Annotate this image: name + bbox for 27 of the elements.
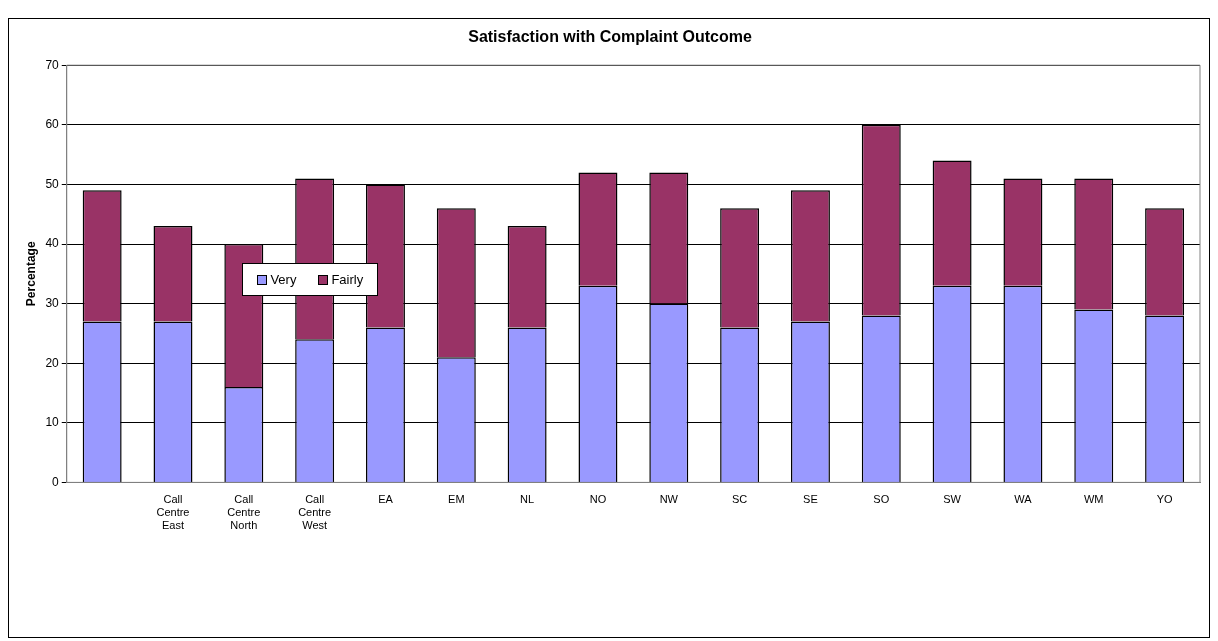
y-tick-label: 10 [45, 415, 60, 430]
x-tick-label: Call Centre East [156, 493, 190, 532]
x-tick-label: NL [520, 493, 535, 506]
y-tick-label: 30 [45, 295, 60, 310]
x-tick-label: NW [659, 493, 679, 506]
y-tick-label: 20 [45, 355, 60, 370]
y-tick-label: 70 [45, 57, 60, 72]
x-tick-label: NO [589, 493, 607, 506]
y-tick-label: 40 [45, 236, 60, 251]
x-tick-label: SC [731, 493, 748, 506]
x-tick-label: EA [378, 493, 394, 506]
y-axis-title: Percentage [23, 241, 38, 307]
y-tick-label: 0 [52, 474, 60, 489]
x-tick-label: SO [873, 493, 890, 506]
x-tick-label: WM [1083, 493, 1104, 506]
x-tick-label: YO [1156, 493, 1173, 506]
x-tick-label: SW [943, 493, 962, 506]
legend-label: Very [270, 272, 297, 288]
x-tick-label: Call Centre North [227, 493, 261, 532]
y-tick-label: 60 [45, 117, 60, 132]
x-tick-label: WA [1014, 493, 1033, 506]
x-tick-label: SE [803, 493, 818, 506]
y-tick-label: 50 [45, 176, 60, 191]
x-tick-label: Call Centre West [298, 493, 332, 532]
legend-label: Fairly [331, 272, 364, 288]
x-tick-label: EM [448, 493, 465, 506]
chart-title: Satisfaction with Complaint Outcome [468, 28, 752, 46]
